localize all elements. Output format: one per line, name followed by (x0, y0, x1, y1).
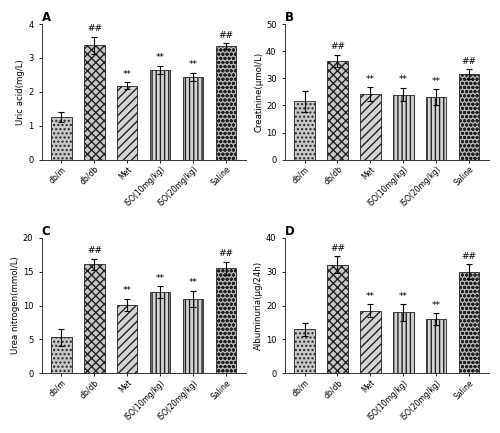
Bar (216, 46, 236, 160)
Text: **: ** (156, 274, 164, 283)
Bar (150, 70, 171, 160)
Text: **: ** (123, 70, 132, 79)
Bar (328, 265, 347, 373)
Text: B: B (285, 11, 294, 24)
Bar (117, 305, 138, 373)
Text: ##: ## (218, 249, 234, 258)
Text: ##: ## (330, 42, 345, 52)
Text: ##: ## (87, 246, 102, 255)
Text: **: ** (432, 77, 440, 86)
Text: **: ** (366, 291, 375, 301)
Bar (360, 311, 380, 373)
Text: ##: ## (462, 57, 476, 66)
Text: **: ** (399, 291, 408, 301)
Y-axis label: Urea nitrogen(mmol/L): Urea nitrogen(mmol/L) (11, 257, 20, 355)
Bar (183, 299, 204, 373)
Text: **: ** (366, 75, 375, 84)
Y-axis label: Albuminuria(μg/24h): Albuminuria(μg/24h) (254, 261, 263, 350)
Bar (117, 86, 138, 160)
Text: **: ** (399, 75, 408, 84)
Bar (150, 292, 171, 373)
Bar (426, 97, 446, 160)
Bar (84, 264, 104, 373)
Text: ##: ## (218, 31, 234, 40)
Y-axis label: Creatinine(μmol/L): Creatinine(μmol/L) (254, 52, 263, 132)
Text: C: C (42, 225, 50, 238)
Bar (183, 77, 204, 160)
Text: **: ** (156, 53, 164, 62)
Text: **: ** (432, 301, 440, 310)
Bar (52, 337, 72, 373)
Bar (393, 94, 413, 160)
Bar (294, 330, 315, 373)
Text: ##: ## (330, 244, 345, 253)
Text: **: ** (188, 60, 198, 69)
Text: **: ** (188, 278, 198, 288)
Text: **: ** (123, 287, 132, 295)
Text: A: A (42, 11, 51, 24)
Bar (328, 61, 347, 160)
Bar (459, 272, 479, 373)
Text: ##: ## (462, 252, 476, 261)
Y-axis label: Uric acid(mg/L): Uric acid(mg/L) (16, 59, 25, 125)
Bar (216, 268, 236, 373)
Bar (393, 312, 413, 373)
Bar (52, 117, 72, 160)
Text: ##: ## (87, 24, 102, 33)
Bar (426, 319, 446, 373)
Bar (459, 74, 479, 160)
Bar (294, 101, 315, 160)
Text: D: D (285, 225, 294, 238)
Bar (84, 45, 104, 160)
Bar (360, 94, 380, 160)
